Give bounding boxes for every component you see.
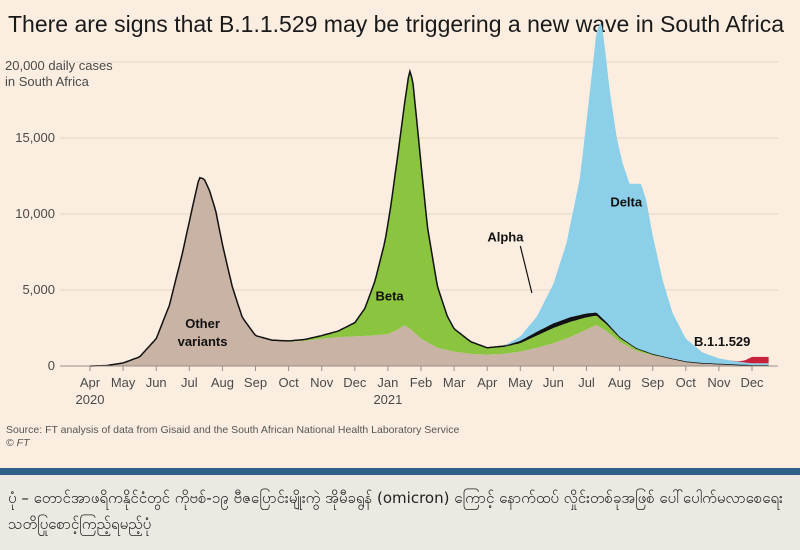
x-tick-label-month: May xyxy=(111,375,136,390)
series-label-other-variants: variants xyxy=(178,334,228,349)
y-tick-label-10000: 10,000 xyxy=(15,206,55,221)
x-tick-label-year-2020: 2020 xyxy=(76,392,105,407)
x-tick-label-month: Aug xyxy=(211,375,234,390)
series-area-beta xyxy=(90,71,769,367)
x-tick-label-month: Jan xyxy=(377,375,398,390)
caption-separator xyxy=(0,468,800,475)
y-axis-label-line-2: in South Africa xyxy=(5,74,90,89)
x-tick-label-month: Mar xyxy=(443,375,466,390)
x-tick-label-month: Apr xyxy=(80,375,101,390)
series-label-b-1-1-529: B.1.1.529 xyxy=(694,334,750,349)
x-tick-label-month: Jul xyxy=(181,375,198,390)
y-tick-label-15000: 15,000 xyxy=(15,130,55,145)
x-tick-label-month: Dec xyxy=(740,375,764,390)
x-tick-label-month: Jul xyxy=(578,375,595,390)
copyright-note: © FT xyxy=(6,437,30,449)
caption-text: ပုံ – တောင်အာဖရိကနိုင်ငံတွင် ကိုဗစ်-၁၉ ဗ… xyxy=(8,489,783,533)
x-tick-label-month: Apr xyxy=(477,375,498,390)
x-tick-label-month: May xyxy=(508,375,533,390)
series-label-delta: Delta xyxy=(610,194,643,209)
x-tick-label-month: Aug xyxy=(608,375,631,390)
series-label-alpha: Alpha xyxy=(487,229,524,244)
x-tick-label-month: Feb xyxy=(410,375,432,390)
x-tick-label-month: Oct xyxy=(676,375,697,390)
x-tick-label-month: Oct xyxy=(278,375,299,390)
pointer-line-alpha xyxy=(519,245,533,294)
x-tick-label-year-2021: 2021 xyxy=(373,392,402,407)
x-tick-label-month: Dec xyxy=(343,375,367,390)
chart-title: There are signs that B.1.1.529 may be tr… xyxy=(8,11,785,37)
series-label-beta: Beta xyxy=(375,289,404,304)
y-tick-label-5000: 5,000 xyxy=(22,282,55,297)
source-note: Source: FT analysis of data from Gisaid … xyxy=(6,424,460,436)
y-axis-label-line-1: 20,000 daily cases xyxy=(5,58,113,73)
chart-figure: There are signs that B.1.1.529 may be tr… xyxy=(0,0,800,468)
x-tick-label-month: Sep xyxy=(641,375,664,390)
x-tick-label-month: Sep xyxy=(244,375,267,390)
series-area-delta xyxy=(90,22,769,367)
x-tick-label-month: Nov xyxy=(707,375,731,390)
x-tick-label-month: Jun xyxy=(146,375,167,390)
series-area-other-variants xyxy=(90,177,769,366)
x-tick-label-month: Jun xyxy=(543,375,564,390)
caption-panel: ပုံ – တောင်အာဖရိကနိုင်ငံတွင် ကိုဗစ်-၁၉ ဗ… xyxy=(0,475,800,550)
y-tick-label-0: 0 xyxy=(48,358,55,373)
series-label-other-variants: Other xyxy=(185,316,220,331)
x-tick-label-month: Nov xyxy=(310,375,334,390)
